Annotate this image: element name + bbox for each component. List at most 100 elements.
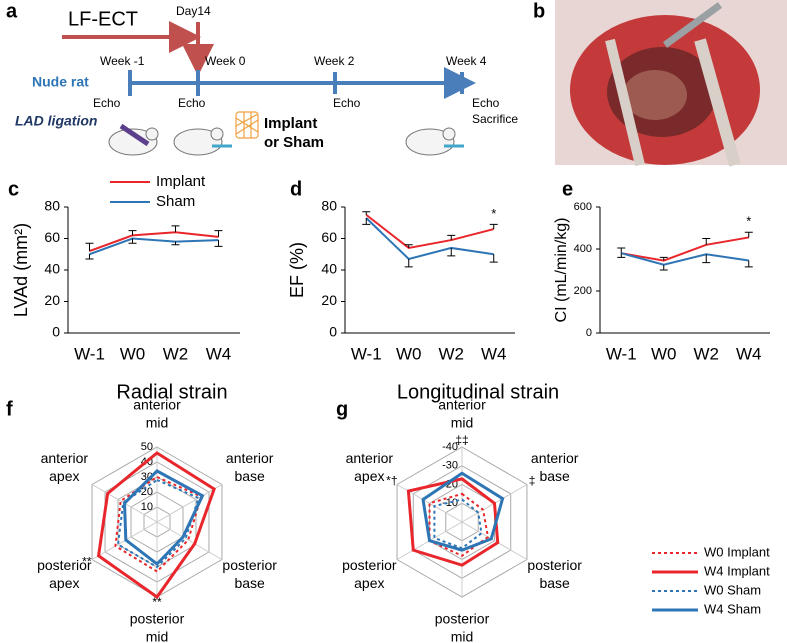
annotation: *†: [386, 474, 397, 488]
legend-label: W0 Implant: [704, 544, 770, 559]
y-tick-label: 20: [44, 292, 60, 308]
series-polygon: [433, 498, 483, 550]
error-bar: [702, 254, 711, 264]
error-bar: [362, 211, 371, 215]
axis-label: mid: [451, 415, 474, 431]
error-bar: [171, 241, 180, 246]
r-tick-label: 10: [141, 501, 153, 513]
panel-label: a: [6, 0, 18, 22]
axis-label: anterior: [226, 450, 274, 466]
y-tick-label: 40: [321, 261, 337, 277]
error-bar: [744, 231, 753, 238]
error-bar: [617, 247, 626, 254]
y-tick-label: 400: [574, 243, 592, 255]
error-bar: [85, 254, 94, 260]
x-tick-label: W2: [439, 344, 465, 363]
panel-label: c: [8, 178, 19, 200]
series-polygon: [96, 451, 216, 600]
spoke: [461, 521, 528, 560]
axis-label: anterior: [346, 450, 394, 466]
series-polygon: [116, 478, 200, 569]
error-bar: [489, 223, 498, 230]
panel-label: e: [562, 178, 573, 200]
axis-label: base: [234, 575, 265, 591]
error-bar: [214, 240, 223, 247]
series-line: [365, 214, 495, 250]
x-tick-label: W0: [120, 344, 146, 363]
series-line: [365, 217, 494, 261]
error-bar: [447, 247, 456, 257]
axis-label: posterior: [130, 611, 185, 627]
x-tick-label: W0: [651, 344, 677, 363]
annotation: *: [746, 214, 751, 229]
week-label: Week 4: [446, 54, 487, 68]
surgery-photo: [555, 0, 787, 167]
series-polygon: [123, 469, 205, 567]
chart-title: Radial strain: [116, 381, 227, 403]
series-line: [89, 237, 219, 256]
legend-label: W0 Sham: [704, 582, 761, 597]
axis-label: apex: [49, 575, 79, 591]
echo-label: Echo: [178, 96, 206, 110]
series-line: [621, 236, 749, 262]
y-tick-label: 80: [321, 198, 337, 214]
y-tick-label: 200: [574, 285, 592, 297]
y-axis-title: EF (%): [287, 242, 307, 298]
axis-label: posterior: [37, 557, 92, 573]
legend-label: Sham: [156, 193, 195, 210]
x-tick-label: W4: [736, 344, 762, 363]
series-polygon: [428, 492, 490, 557]
error-bar: [659, 264, 668, 271]
series-line: [89, 231, 219, 253]
r-tick-label: -10: [442, 497, 458, 509]
y-tick-label: 20: [321, 292, 337, 308]
echo-label: Echo: [472, 96, 500, 110]
annotation: **: [82, 555, 92, 569]
spoke: [156, 521, 223, 560]
axis-label: apex: [354, 575, 384, 591]
annotation: ‡: [529, 474, 536, 488]
panel-label: d: [290, 178, 302, 200]
week-label: Week -1: [100, 54, 145, 68]
x-tick-label: W-1: [74, 344, 105, 363]
treatment-label: LF-ECT: [68, 8, 138, 30]
panel-label: g: [336, 398, 348, 420]
series-polygon: [421, 471, 505, 552]
axis-label: posterior: [527, 557, 582, 573]
error-bar: [744, 260, 753, 268]
x-tick-label: W2: [163, 344, 189, 363]
axis-label: posterior: [222, 557, 277, 573]
y-tick-label: 600: [574, 201, 592, 213]
ligation-label: LAD ligation: [15, 113, 97, 129]
annotation: ‡‡: [455, 433, 468, 447]
sacrifice-label: Sacrifice: [472, 112, 518, 126]
error-bar: [489, 254, 498, 263]
x-tick-label: W0: [396, 344, 422, 363]
timeline-ticks: [128, 70, 464, 96]
r-tick-label: 50: [141, 441, 153, 453]
axis-label: mid: [146, 629, 169, 643]
y-tick-label: 80: [44, 198, 60, 214]
y-tick-label: 40: [44, 261, 60, 277]
error-bar: [659, 256, 668, 261]
axis-label: base: [234, 468, 265, 484]
axis-label: anterior: [133, 397, 181, 413]
y-tick-label: 60: [321, 229, 337, 245]
x-tick-label: W4: [206, 344, 232, 363]
mesh-icon: [235, 111, 259, 139]
error-bar: [85, 242, 94, 252]
error-bar: [404, 258, 413, 268]
r-tick-label: 20: [141, 486, 153, 498]
r-tick-label: -30: [442, 460, 458, 472]
series-polygon: [406, 477, 500, 567]
echo-label: Echo: [93, 96, 121, 110]
axis-label: apex: [49, 468, 79, 484]
subject-label: Nude rat: [32, 74, 89, 90]
axis-label: posterior: [342, 557, 397, 573]
legend-label: Implant: [156, 173, 206, 190]
week-label: Week 2: [314, 54, 355, 68]
y-tick-label: 0: [586, 327, 592, 339]
x-tick-label: W-1: [351, 344, 382, 363]
echo-label: Echo: [333, 96, 361, 110]
